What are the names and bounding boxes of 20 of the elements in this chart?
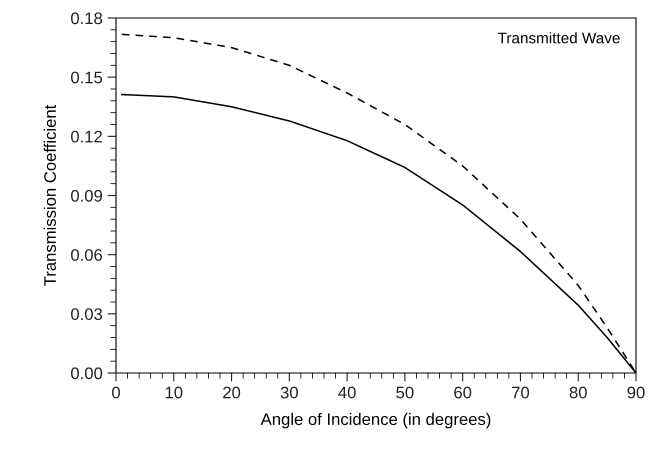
y-tick-label: 0.18	[71, 12, 102, 24]
y-axis-title: Transmission Coefficient	[44, 104, 56, 286]
x-tick-label: 80	[570, 386, 587, 398]
y-tick-label: 0.09	[71, 190, 102, 202]
x-tick-label: 70	[512, 386, 530, 398]
y-tick-label: 0.06	[71, 249, 102, 261]
x-tick-label: 10	[166, 386, 182, 398]
y-tick-label: 0.15	[71, 72, 102, 84]
x-tick-label: 40	[338, 386, 356, 398]
y-tick-label: 0.03	[71, 308, 102, 320]
x-tick-label: 0	[112, 386, 120, 398]
y-tick-label: 0.12	[71, 130, 102, 143]
x-tick-label: 90	[628, 386, 645, 398]
x-tick-label: 30	[280, 386, 298, 398]
x-tick-label: 60	[454, 386, 472, 398]
x-tick-label: 20	[223, 386, 240, 398]
annotation: Transmitted Wave	[498, 32, 620, 44]
y-tick-label: 0.00	[71, 367, 102, 380]
x-axis-title: Angle of Incidence (in degrees)	[260, 412, 490, 428]
x-tick-label: 50	[396, 386, 414, 398]
